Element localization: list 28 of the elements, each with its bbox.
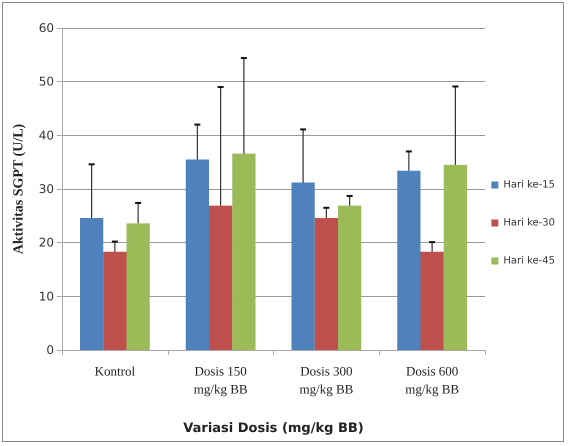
x-axis-title: Variasi Dosis (mg/kg BB) [183, 421, 364, 436]
bar [103, 252, 127, 350]
legend-label: Hari ke-15 [503, 180, 556, 190]
bar [397, 170, 420, 350]
x-tick-label: Dosis 150 mg/kg BB [194, 364, 248, 396]
bar [444, 164, 468, 350]
bar [420, 252, 444, 350]
y-tick-label: 40 [38, 128, 54, 142]
bar [232, 154, 256, 350]
bar [208, 206, 232, 350]
y-tick-label: 60 [38, 21, 54, 35]
bar [314, 218, 338, 350]
y-tick-label: 20 [38, 236, 54, 250]
bar [186, 159, 209, 350]
y-axis-title: Aktivitas SGPT (U/L) [12, 123, 26, 254]
bar [291, 182, 315, 350]
legend-label: Hari ke-30 [503, 218, 556, 228]
bar [126, 223, 150, 350]
y-tick-label: 10 [38, 289, 54, 304]
x-tick-label: Kontrol [94, 364, 136, 378]
x-tick-label: Dosis 600 mg/kg BB [405, 364, 460, 396]
legend-label: Hari ke-45 [503, 256, 556, 266]
bar [80, 218, 104, 350]
y-tick-label: 50 [38, 74, 54, 89]
y-tick-label: 30 [38, 182, 54, 196]
x-tick-label: Dosis 300 mg/kg BB [299, 364, 354, 396]
bar [338, 206, 362, 350]
y-tick-label: 0 [46, 343, 54, 357]
